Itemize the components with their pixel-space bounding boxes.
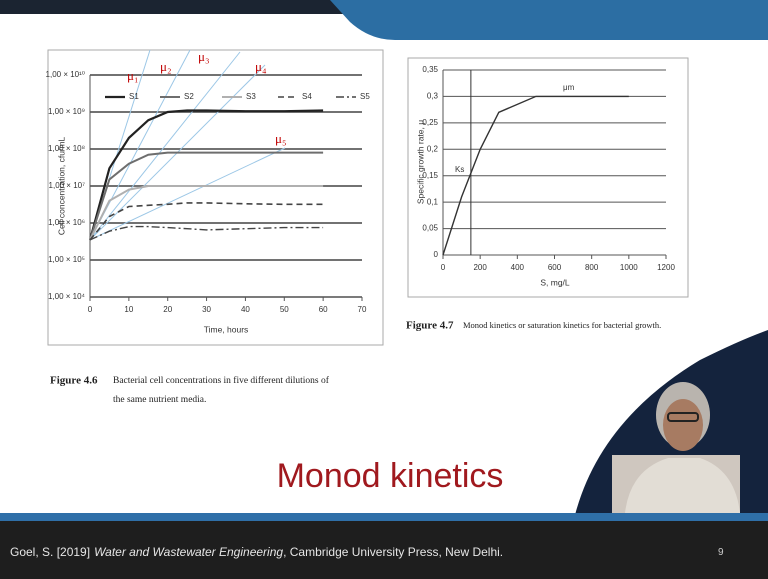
y-tick-label: 0,15	[422, 171, 438, 180]
x-tick-label: 200	[473, 263, 487, 272]
x-tick-label: 0	[441, 263, 446, 272]
annotation: μ₅	[275, 131, 287, 146]
y-tick-label: 0,2	[427, 144, 439, 153]
x-tick-label: 50	[280, 305, 289, 314]
y-tick-label: 1,00 × 10⁸	[48, 144, 85, 153]
figure-caption: Bacterial cell concentrations in five di…	[113, 375, 330, 386]
x-tick-label: 400	[511, 263, 525, 272]
top-accent	[330, 0, 768, 40]
x-tick-label: 0	[88, 305, 93, 314]
y-tick-label: 1,00 × 10⁷	[49, 181, 86, 190]
y-tick-label: 1,00 × 10⁵	[48, 255, 85, 264]
annotation: μ₁	[127, 68, 139, 83]
annotation: μ₂	[160, 59, 172, 74]
x-tick-label: 10	[124, 305, 133, 314]
citation-text: Goel, S. [2019]	[10, 545, 90, 559]
legend-label: S2	[184, 92, 194, 101]
annotation: μ₃	[198, 49, 210, 64]
page: Time, hours Cell concentration, cfu/mL S…	[0, 0, 768, 579]
y-tick-label: 0	[434, 250, 439, 259]
legend-label: S1	[129, 92, 139, 101]
x-tick-label: 800	[585, 263, 599, 272]
slide: Time, hours Cell concentration, cfu/mL S…	[0, 0, 768, 579]
y-tick-label: 0,25	[422, 118, 438, 127]
page-number: 9	[718, 547, 724, 558]
y-tick-label: 1,00 × 10⁹	[48, 107, 85, 116]
y-tick-label: 1,00 × 10⁴	[48, 292, 86, 301]
y-tick-label: 1,00 × 10⁶	[48, 218, 85, 227]
footer-citation: Goel, S. [2019] Water and Wastewater Engi…	[10, 545, 507, 559]
figure-caption: the same nutrient media.	[113, 395, 206, 405]
x-tick-label: 40	[241, 305, 250, 314]
x-tick-label: 70	[358, 305, 367, 314]
y-tick-label: 0,1	[427, 197, 439, 206]
y-tick-label: 0,35	[422, 65, 438, 74]
annotation: μm	[563, 83, 575, 92]
footer-line	[0, 513, 768, 521]
x-axis-label: Time, hours	[204, 324, 249, 334]
slide-title: Monod kinetics	[277, 457, 504, 495]
x-tick-label: 20	[163, 305, 172, 314]
citation-text: , Cambridge University Press, New Delhi.	[283, 545, 503, 559]
annotation: μ₄	[255, 59, 267, 74]
annotation: Ks	[455, 165, 464, 174]
figure-number: Figure 4.6	[50, 375, 98, 387]
y-tick-label: 0,3	[427, 92, 439, 101]
y-tick-label: 1,00 × 10¹⁰	[46, 70, 85, 79]
figure-caption: Monod kinetics or saturation kinetics fo…	[463, 320, 661, 330]
chart-frame	[408, 58, 688, 297]
presenter-face	[663, 399, 703, 451]
x-tick-label: 1200	[657, 263, 675, 272]
legend-label: S4	[302, 92, 312, 101]
legend-label: S3	[246, 92, 256, 101]
x-tick-label: 600	[548, 263, 562, 272]
y-axis-label: Specific growth rate, μ	[415, 120, 425, 204]
y-tick-label: 0,05	[422, 224, 438, 233]
figure-number: Figure 4.7	[406, 320, 454, 332]
chart-frame	[48, 50, 383, 345]
x-axis-label: S, mg/L	[540, 277, 570, 287]
x-tick-label: 60	[319, 305, 328, 314]
x-tick-label: 30	[202, 305, 211, 314]
citation-book: Water and Wastewater Engineering	[94, 545, 283, 559]
legend-label: S5	[360, 92, 370, 101]
x-tick-label: 1000	[620, 263, 638, 272]
